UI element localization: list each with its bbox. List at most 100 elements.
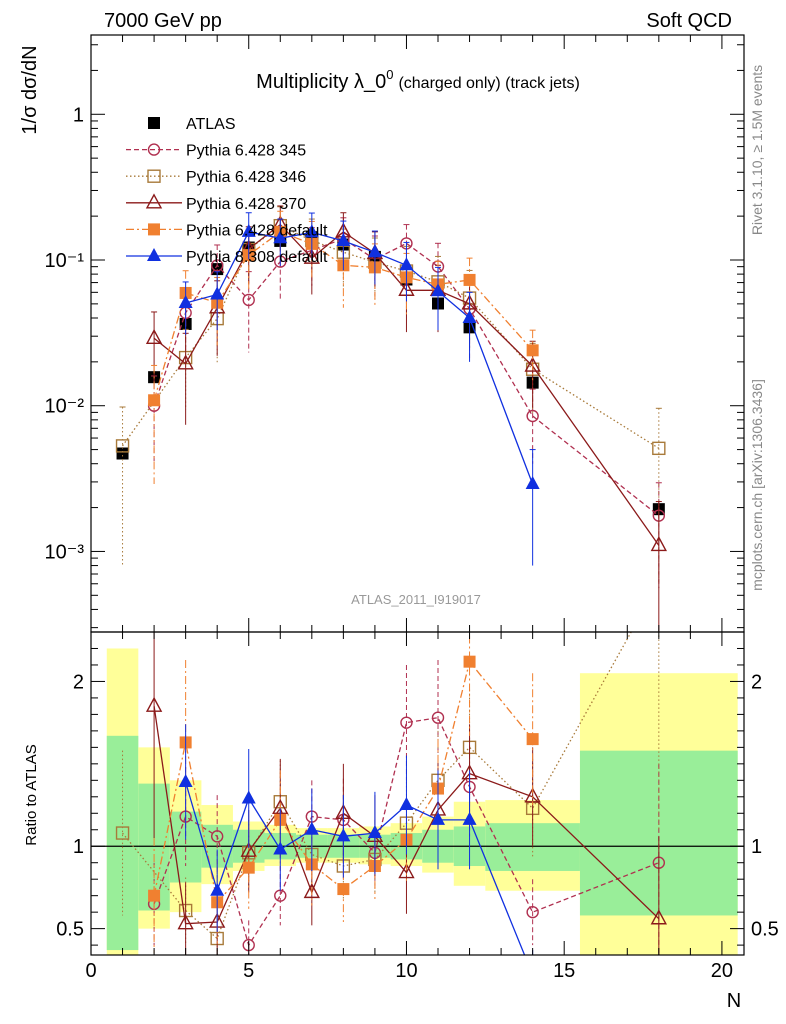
legend-label-p346: Pythia 6.428 346: [186, 169, 306, 186]
main-y-tick-label: 10⁻²: [45, 396, 85, 418]
ratio-point-p345: [431, 711, 445, 724]
point-p8default: [525, 476, 540, 490]
legend-item-p345: Pythia 6.428 345: [126, 143, 306, 160]
series-atlas: [116, 231, 665, 516]
legend-marker-p8default: [147, 248, 161, 261]
x-axis-label: N: [727, 990, 741, 1012]
ratio-point-p370: [177, 914, 194, 930]
ratio-point-p346: [115, 826, 130, 840]
chart-title-suffix: (charged only) (track jets): [398, 75, 579, 92]
ratio-y-axis-label: Ratio to ATLAS: [23, 744, 40, 845]
ratio-point-p370: [398, 863, 415, 879]
ratio-point-p8default: [367, 825, 382, 839]
main-y-axis-label: 1/σ dσ/dN: [19, 45, 41, 134]
legend-item-p6default: Pythia 6.428 default: [126, 222, 328, 239]
header-left: 7000 GeV pp: [104, 10, 222, 32]
point-p8default: [210, 286, 225, 300]
point-p8default: [304, 224, 319, 238]
ratio-point-p345: [526, 905, 539, 919]
legend-item-p370: Pythia 6.428 370: [126, 193, 306, 213]
point-p370: [145, 328, 163, 345]
ratio-frame: [90, 631, 745, 956]
main-y-tick-label: 1: [73, 104, 84, 126]
ratio-y-tick-label: 1: [73, 836, 84, 858]
ratio-point-p6default: [463, 655, 476, 668]
point-p345: [210, 259, 224, 272]
point-p370: [650, 535, 667, 552]
ratio-uncertainty-bands: [106, 648, 738, 955]
rivet-info: Rivet 3.1.10, ≥ 1.5M events: [749, 65, 765, 235]
ratio-line-p6default: [153, 660, 534, 904]
legend-label-p370: Pythia 6.428 370: [186, 196, 306, 213]
point-p370: [524, 356, 541, 372]
plot-frames: [90, 34, 745, 956]
chart-title: Multiplicity λ_00 (charged only) (track j…: [256, 67, 580, 93]
main-series-layer: [115, 205, 667, 632]
point-p6default: [526, 344, 539, 357]
ratio-point-p8default: [273, 841, 288, 855]
point-p8default: [178, 294, 193, 308]
point-p8default: [367, 244, 382, 258]
point-p8default: [273, 230, 288, 244]
x-tick-label: 0: [85, 960, 96, 982]
point-p8default: [241, 223, 256, 237]
ratio-point-p6default: [337, 883, 350, 896]
point-p8default: [399, 257, 414, 271]
analysis-label: ATLAS_2011_I919017: [351, 592, 481, 607]
x-tick-label: 20: [711, 960, 733, 982]
ratio-point-p6default: [148, 889, 161, 902]
legend: ATLAS Pythia 6.428 345 Pythia 6.428 346 Pyt…: [126, 116, 328, 266]
point-p345: [242, 293, 255, 307]
point-p8default: [336, 233, 351, 247]
ratio-y-tick-label: 0.5: [56, 919, 84, 941]
point-p8default: [462, 309, 477, 323]
ratio-point-p345: [210, 830, 224, 843]
legend-item-p346: Pythia 6.428 346: [126, 169, 306, 186]
ratio-y-tick-label-right: 2: [751, 671, 762, 693]
mcplots-info: mcplots.cern.ch [arXiv:1306.3436]: [749, 379, 765, 591]
ratio-point-p8default: [241, 790, 256, 804]
point-p6default: [463, 273, 476, 286]
ratio-point-p345: [400, 716, 413, 729]
point-p8default: [431, 283, 446, 297]
ratio-point-p8default: [526, 967, 540, 980]
point-atlas: [116, 447, 129, 460]
legend-marker-p345: [147, 143, 161, 156]
chart-title-main: Multiplicity λ_0: [256, 71, 386, 93]
legend-marker-p6default: [148, 223, 160, 236]
ratio-point-p370: [303, 882, 320, 899]
legend-marker-p346: [147, 169, 161, 183]
point-p345: [526, 409, 539, 423]
legend-marker-p370: [145, 193, 163, 209]
ratio-point-p370: [145, 696, 163, 712]
point-p346: [115, 439, 130, 453]
legend-marker-atlas: [148, 117, 160, 129]
point-p370: [177, 354, 194, 370]
legend-label-p6default: Pythia 6.428 default: [186, 222, 328, 239]
ratio-point-p8default: [210, 882, 225, 896]
ratio-point-p8default: [178, 773, 193, 787]
x-tick-label: 10: [395, 960, 417, 982]
legend-label-p8default: Pythia 8.308 default: [186, 249, 328, 266]
chart-title-sup: 0: [386, 67, 393, 82]
header-right: Soft QCD: [646, 10, 732, 32]
main-y-tick-label: 10⁻³: [45, 541, 85, 563]
point-p6default: [148, 394, 161, 407]
ratio-point-p370: [240, 841, 257, 857]
x-tick-label: 5: [243, 960, 254, 982]
ratio-y-tick-label-right: 0.5: [751, 919, 779, 941]
main-y-tick-label: 10⁻¹: [45, 250, 85, 272]
ratio-y-tick-label-right: 1: [751, 836, 762, 858]
series-p8default: [178, 212, 540, 566]
ratio-point-p8default: [336, 828, 351, 842]
ratio-point-p8default: [462, 811, 477, 825]
ratio-point-p8default: [304, 821, 319, 835]
axis-ticks: 10⁻³10⁻²10⁻¹10 5 10 15 200.5 0.51 12 2: [45, 35, 779, 982]
legend-label-atlas: ATLAS: [186, 116, 236, 133]
ratio-point-p6default: [242, 861, 255, 874]
point-p346: [652, 441, 666, 456]
ratio-point-p8default: [399, 797, 414, 811]
x-tick-label: 15: [553, 960, 575, 982]
ratio-point-p370: [650, 909, 667, 925]
